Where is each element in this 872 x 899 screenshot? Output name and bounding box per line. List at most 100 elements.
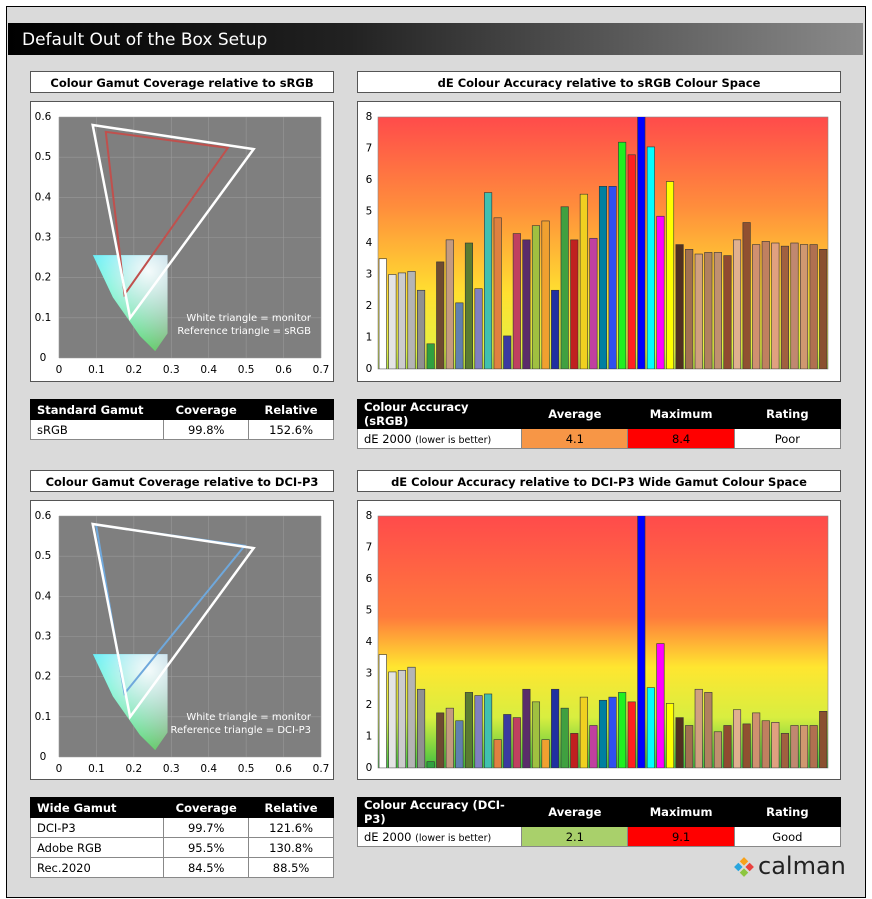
note: (lower is better): [415, 434, 492, 446]
x-tick-label: 0.4: [200, 364, 217, 376]
bar: [646, 146, 655, 369]
bar: [474, 695, 483, 768]
locus-fill: [92, 654, 168, 751]
chart-title: dE Colour Accuracy relative to DCI-P3 Wi…: [357, 470, 841, 492]
bar: [675, 244, 684, 369]
y-tick-label: 0.1: [35, 711, 52, 723]
x-tick-label: 0.6: [275, 364, 292, 376]
bar: [819, 711, 828, 768]
y-tick-label: 0: [40, 751, 47, 763]
chart: 0 1 2 3 4 5 6 7 8: [366, 510, 829, 774]
monitor-triangle: [91, 522, 256, 720]
bar: [388, 671, 397, 768]
x-tick-label: 0.1: [88, 364, 105, 376]
bar: [484, 192, 493, 369]
cell: 88.5%: [248, 857, 334, 878]
row-label: DCI-P3: [29, 817, 165, 838]
bar: [417, 688, 426, 768]
bar: [493, 739, 502, 768]
header-cell: Rating: [733, 399, 842, 429]
bar: [723, 255, 732, 369]
bar: [665, 181, 675, 369]
bar: [426, 343, 435, 369]
bar: [484, 693, 493, 768]
bar: [598, 699, 608, 768]
y-tick-label: 6: [366, 174, 373, 186]
header-row: Colour Accuracy (sRGB) Average Maximum Rati…: [356, 399, 842, 429]
bar: [445, 239, 454, 369]
bar: [627, 701, 636, 768]
bar: [694, 253, 703, 369]
chart-box: 0 1 2 3 4 5 6 7 8: [357, 500, 841, 780]
cell: 121.6%: [248, 817, 334, 838]
logo-text: calman: [758, 852, 844, 880]
bar: [713, 731, 722, 768]
bar: [503, 335, 512, 369]
bar: [378, 258, 387, 369]
x-tick-label: 0.7: [313, 364, 330, 376]
bar: [378, 654, 387, 768]
y-tick-label: 0.2: [35, 272, 52, 284]
bar: [397, 272, 406, 369]
bar: [742, 723, 751, 768]
bar: [752, 712, 761, 768]
bar: [675, 717, 684, 768]
x-tick-label: 0.1: [88, 763, 105, 775]
bar: [522, 239, 531, 369]
gamut-table: Wide Gamut Coverage Relative DCI-P3 99.7% 121…: [29, 797, 334, 878]
y-tick-label: 0: [40, 352, 47, 364]
gamut-table: Standard Gamut Coverage Relative sRGB 99.8% 1…: [29, 399, 334, 440]
chart: 0 1 2 3 4 5 6 7 8: [366, 111, 829, 375]
x-tick-label: 0.6: [275, 763, 292, 775]
y-tick-label: 0.6: [35, 111, 52, 123]
header-cell: Wide Gamut: [29, 797, 165, 818]
chart-box: 0 0.1 0.2 0.3 0.4 0.5 0.6 0 0.1 0.2 0.3 0.4 0.5 0.6 0.…: [30, 500, 334, 780]
bar: [656, 643, 665, 768]
bar: [512, 233, 521, 369]
bar: [493, 217, 502, 369]
bar: [771, 242, 780, 369]
y-tick-label: 2: [366, 300, 373, 312]
bar: [733, 239, 742, 369]
y-tick-label: 0.4: [35, 590, 52, 602]
bar: [771, 722, 780, 768]
y-tick-label: 5: [366, 206, 373, 218]
accuracy-table: Colour Accuracy (sRGB) Average Maximum Rati…: [356, 399, 842, 449]
bar: [761, 241, 770, 369]
label: dE 2000: [364, 829, 412, 844]
cell: Good: [733, 826, 842, 847]
cell: 8.4: [627, 428, 735, 449]
bar: [713, 252, 722, 369]
y-tick-label: 8: [366, 510, 373, 522]
x-tick-label: 0.7: [313, 763, 330, 775]
bar: [388, 274, 397, 369]
bar: [618, 141, 627, 369]
bar: [445, 707, 454, 768]
header-cell: Rating: [733, 797, 842, 827]
locus-fill: [92, 255, 168, 352]
bar: [417, 289, 426, 369]
y-tick-label: 0.6: [35, 510, 52, 522]
bar: [579, 193, 588, 369]
x-tick-label: 0.2: [126, 364, 143, 376]
annotation: White triangle = monitor: [186, 313, 312, 324]
y-tick-label: 5: [366, 605, 373, 617]
y-tick-label: 0: [366, 762, 373, 774]
bars: [378, 117, 828, 369]
header-cell: Maximum: [627, 399, 735, 429]
bar: [598, 186, 608, 369]
bar: [819, 249, 828, 369]
label: dE 2000: [364, 431, 412, 446]
bar: [704, 252, 713, 369]
bar: [685, 725, 694, 768]
annotation: Reference triangle = sRGB: [177, 326, 311, 337]
y-tick-label: 0.5: [35, 550, 52, 562]
bar: [704, 692, 713, 768]
bar: [685, 249, 694, 369]
chart-box: 0 0.1 0.2 0.3 0.4 0.5 0.6 0 0.1 0.2 0.3 0.4 0.5 0.6 0.…: [30, 101, 334, 382]
cell: 84.5%: [163, 857, 250, 878]
bar: [790, 725, 799, 768]
header-cell: Colour Accuracy (sRGB): [356, 399, 523, 429]
cell: 99.7%: [163, 817, 250, 838]
